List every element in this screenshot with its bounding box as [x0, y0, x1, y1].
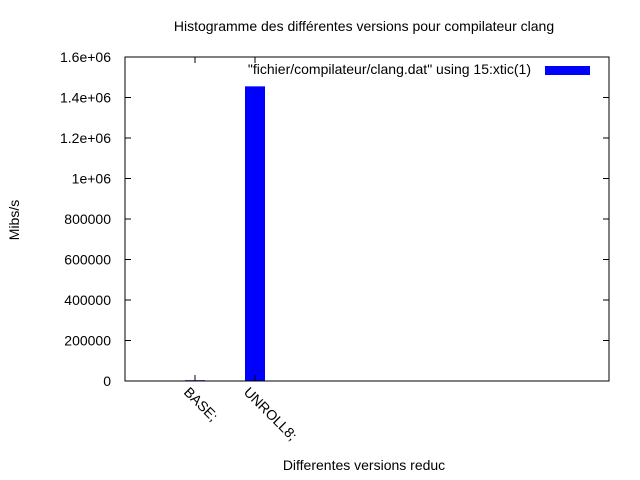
x-tick-label: UNROLL8;: [241, 384, 301, 444]
plot-frame: [124, 56, 610, 382]
legend-swatch: [545, 66, 590, 75]
y-tick-label: 600000: [64, 252, 111, 268]
y-tick-label: 200000: [64, 333, 111, 349]
y-tick-label: 1.2e+06: [60, 130, 111, 146]
y-tick-label: 1.6e+06: [60, 49, 111, 65]
x-axis-label: Differentes versions reduc: [283, 457, 445, 473]
x-tick-label: BASE;: [181, 384, 221, 424]
chart-title: Histogramme des différentes versions pou…: [174, 18, 554, 34]
legend: "fichier/compilateur/clang.dat" using 15…: [248, 61, 590, 77]
y-tick-label: 1.4e+06: [60, 90, 111, 106]
y-axis-label: Mibs/s: [6, 200, 22, 240]
y-ticks: 0 200000 400000 600000 800000 1e+06 1.2e+06 1.4…: [60, 49, 609, 389]
y-tick-label: 1e+06: [72, 171, 112, 187]
bar: [245, 86, 265, 382]
y-tick-label: 0: [103, 373, 111, 389]
y-tick-label: 400000: [64, 292, 111, 308]
y-tick-label: 800000: [64, 211, 111, 227]
bars-layer: [185, 86, 265, 382]
x-ticks: BASE; UNROLL8;: [181, 57, 301, 444]
legend-label: "fichier/compilateur/clang.dat" using 15…: [248, 61, 531, 77]
